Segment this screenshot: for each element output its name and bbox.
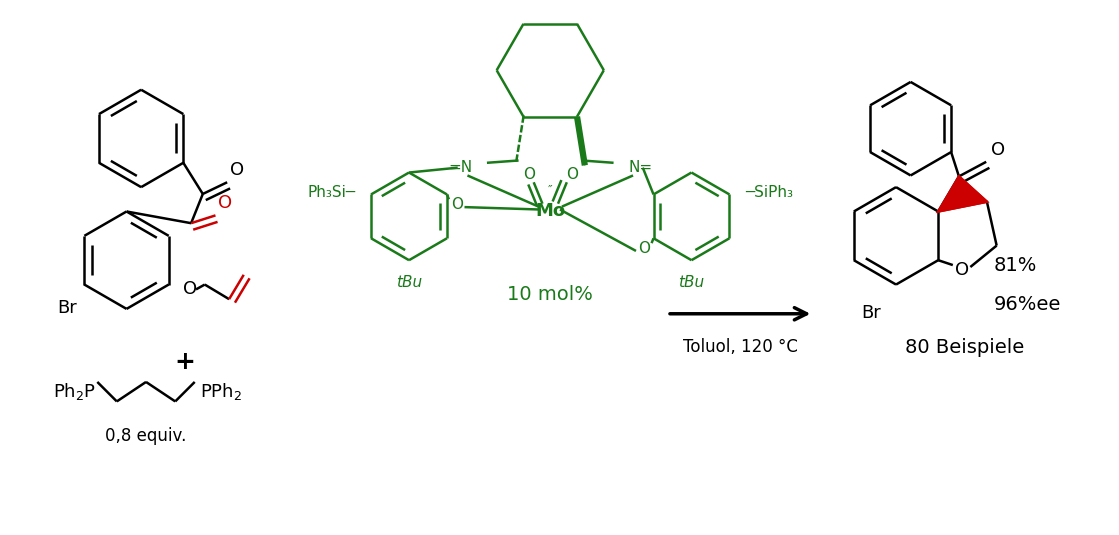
Text: 80 Beispiele: 80 Beispiele — [904, 338, 1024, 357]
Text: O: O — [218, 194, 233, 212]
Text: N=: N= — [628, 160, 652, 175]
Text: Br: Br — [57, 299, 76, 317]
Text: O: O — [523, 167, 535, 182]
Text: O: O — [991, 141, 1005, 159]
Text: O: O — [231, 162, 244, 179]
Text: ″: ″ — [548, 184, 553, 197]
Text: Ph₃Si─: Ph₃Si─ — [308, 185, 356, 200]
Text: tBu: tBu — [396, 275, 422, 290]
Text: O: O — [638, 241, 650, 256]
Text: O: O — [956, 261, 970, 279]
Polygon shape — [938, 177, 987, 211]
Text: Br: Br — [862, 304, 882, 322]
Text: +: + — [175, 350, 196, 374]
Text: O: O — [566, 167, 577, 182]
Text: tBu: tBu — [678, 275, 705, 290]
Text: 10 mol%: 10 mol% — [507, 285, 593, 304]
Text: 0,8 equiv.: 0,8 equiv. — [105, 426, 187, 445]
Text: PPh$_2$: PPh$_2$ — [199, 381, 242, 402]
Text: O: O — [451, 197, 463, 212]
Text: =N: =N — [449, 160, 472, 175]
Text: 96%ee: 96%ee — [994, 295, 1061, 314]
Text: Ph$_2$P: Ph$_2$P — [54, 381, 96, 402]
Text: 81%: 81% — [994, 256, 1037, 274]
Text: Toluol, 120 °C: Toluol, 120 °C — [683, 338, 798, 356]
Text: ─SiPh₃: ─SiPh₃ — [745, 185, 793, 200]
Text: Mo: Mo — [535, 202, 565, 220]
Text: O: O — [184, 280, 197, 299]
